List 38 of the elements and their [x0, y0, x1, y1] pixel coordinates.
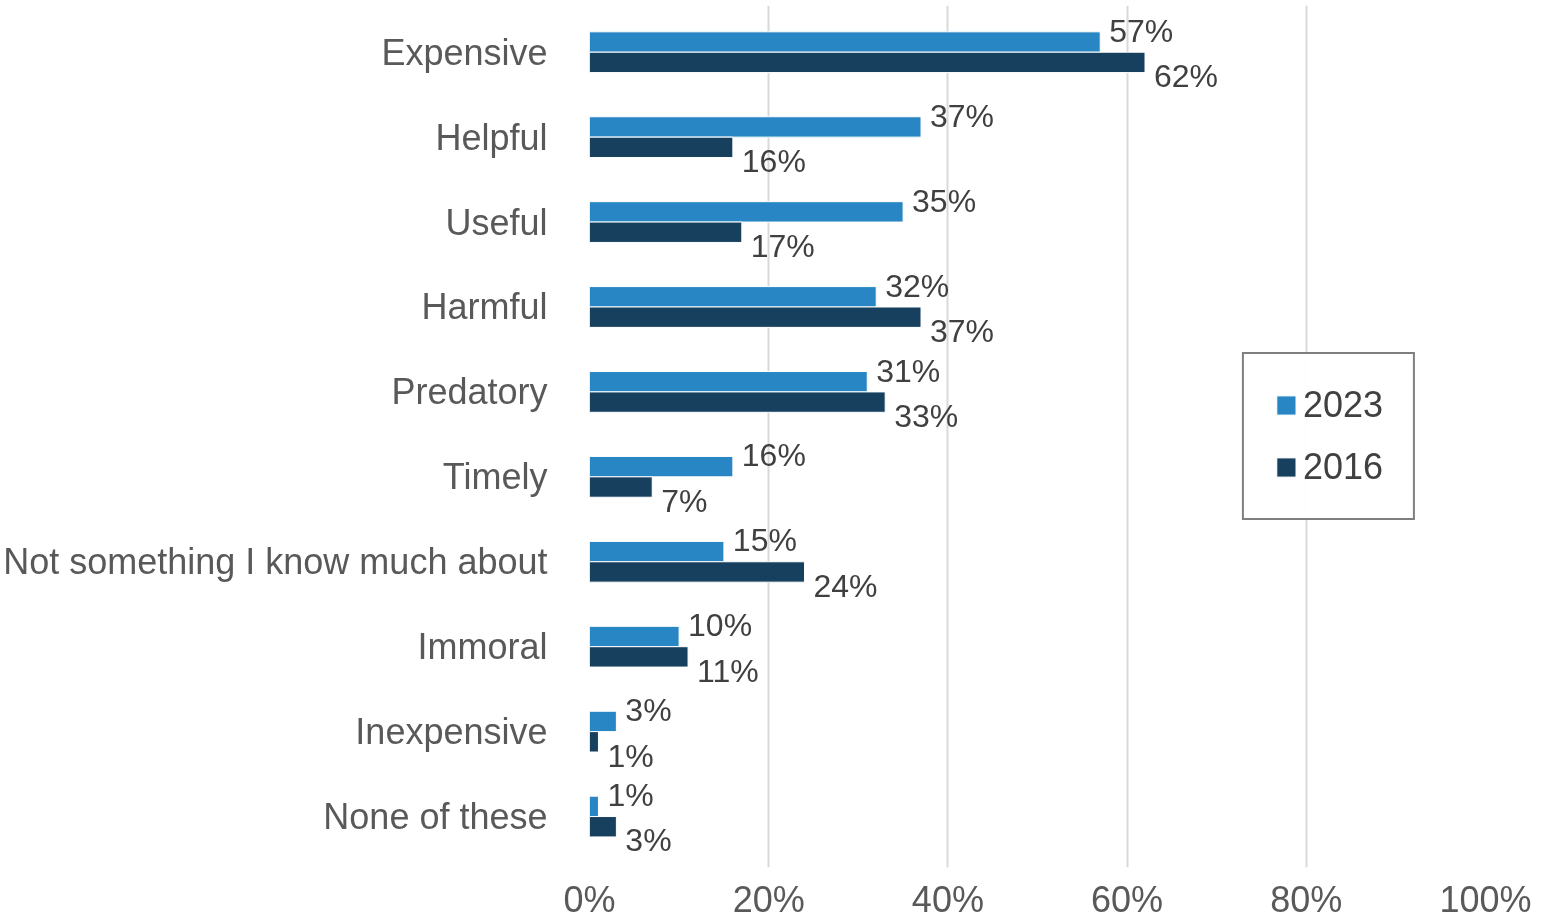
x-tick-label: 60% — [1091, 878, 1164, 920]
legend-label: 2023 — [1302, 384, 1383, 426]
x-tick-label: 0% — [563, 878, 616, 920]
data-label: 3% — [625, 822, 672, 859]
y-tick-label: Useful — [445, 201, 548, 243]
y-tick-label: Predatory — [391, 371, 548, 413]
data-label: 35% — [912, 182, 977, 219]
y-tick-label: Helpful — [435, 116, 548, 158]
data-label: 1% — [607, 777, 654, 814]
x-tick-label: 80% — [1270, 878, 1343, 920]
data-label: 17% — [750, 228, 815, 265]
data-label: 10% — [688, 607, 753, 644]
y-tick-label: Expensive — [381, 31, 548, 73]
legend-label: 2016 — [1302, 446, 1383, 488]
y-tick-label: Immoral — [417, 626, 548, 668]
data-label: 24% — [813, 567, 878, 604]
data-label: 15% — [732, 522, 797, 559]
y-tick-label: None of these — [323, 796, 548, 838]
data-label: 1% — [607, 737, 654, 774]
y-tick-label: Inexpensive — [355, 711, 548, 753]
y-tick-label: Timely — [442, 456, 548, 498]
data-label: 16% — [741, 437, 806, 474]
data-label: 33% — [894, 397, 959, 434]
data-label: 62% — [1153, 58, 1219, 95]
data-label: 32% — [885, 267, 950, 304]
data-label: 37% — [929, 97, 995, 134]
x-tick-label: 20% — [732, 878, 805, 920]
data-label: 7% — [661, 482, 708, 519]
data-label: 31% — [876, 352, 941, 389]
data-label: 57% — [1109, 12, 1174, 49]
data-label: 3% — [625, 692, 672, 729]
data-label: 37% — [929, 312, 995, 349]
x-tick-label: 40% — [911, 878, 984, 920]
y-tick-label: Harmful — [421, 286, 548, 328]
x-tick-label: 100% — [1439, 878, 1532, 920]
y-tick-label: Not something I know much about — [3, 541, 548, 583]
data-label: 11% — [697, 652, 759, 689]
data-label: 16% — [741, 143, 806, 180]
